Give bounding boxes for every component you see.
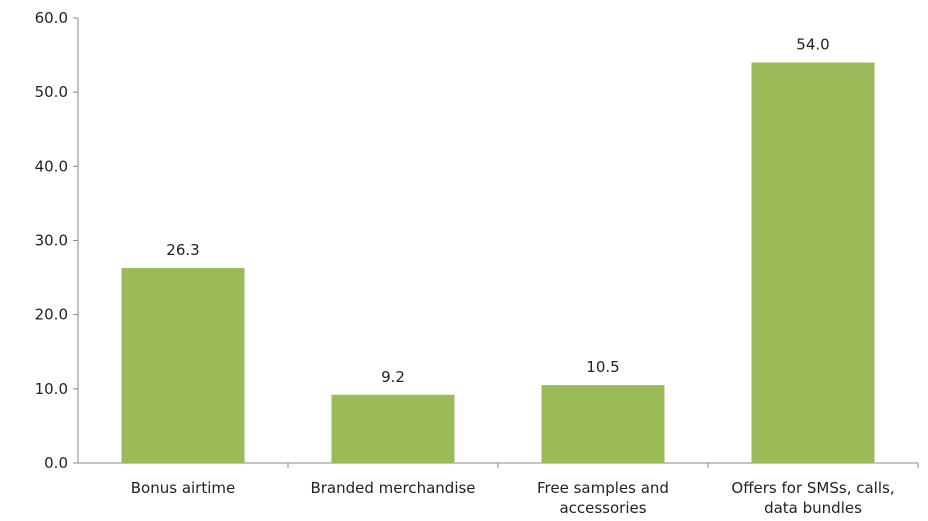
bar <box>121 267 245 463</box>
data-label: 26.3 <box>166 241 199 259</box>
y-tick-label: 20.0 <box>35 306 68 324</box>
y-tick-label: 50.0 <box>35 83 68 101</box>
y-tick-label: 0.0 <box>44 454 68 472</box>
x-category-label: accessories <box>559 499 646 516</box>
labels: 26.3 Bonus airtime 9.2 Branded merchandise 1… <box>131 36 895 518</box>
data-label: 10.5 <box>586 358 619 376</box>
bars <box>121 62 875 463</box>
x-category-label: Branded merchandise <box>310 479 475 497</box>
data-label: 9.2 <box>381 368 405 386</box>
y-tick-label: 40.0 <box>35 157 68 175</box>
bar <box>331 394 455 463</box>
y-tick-label: 60.0 <box>35 9 68 27</box>
x-category-label: Bonus airtime <box>131 479 235 497</box>
bar <box>751 62 875 463</box>
x-category-label: data bundles <box>764 499 862 516</box>
data-label: 54.0 <box>796 36 829 54</box>
x-category-label: Free samples and <box>537 479 669 497</box>
bar <box>541 385 665 463</box>
x-category-label: Offers for SMSs, calls, <box>731 479 894 497</box>
y-tick-label: 30.0 <box>35 232 68 250</box>
y-tick-label: 10.0 <box>35 380 68 398</box>
